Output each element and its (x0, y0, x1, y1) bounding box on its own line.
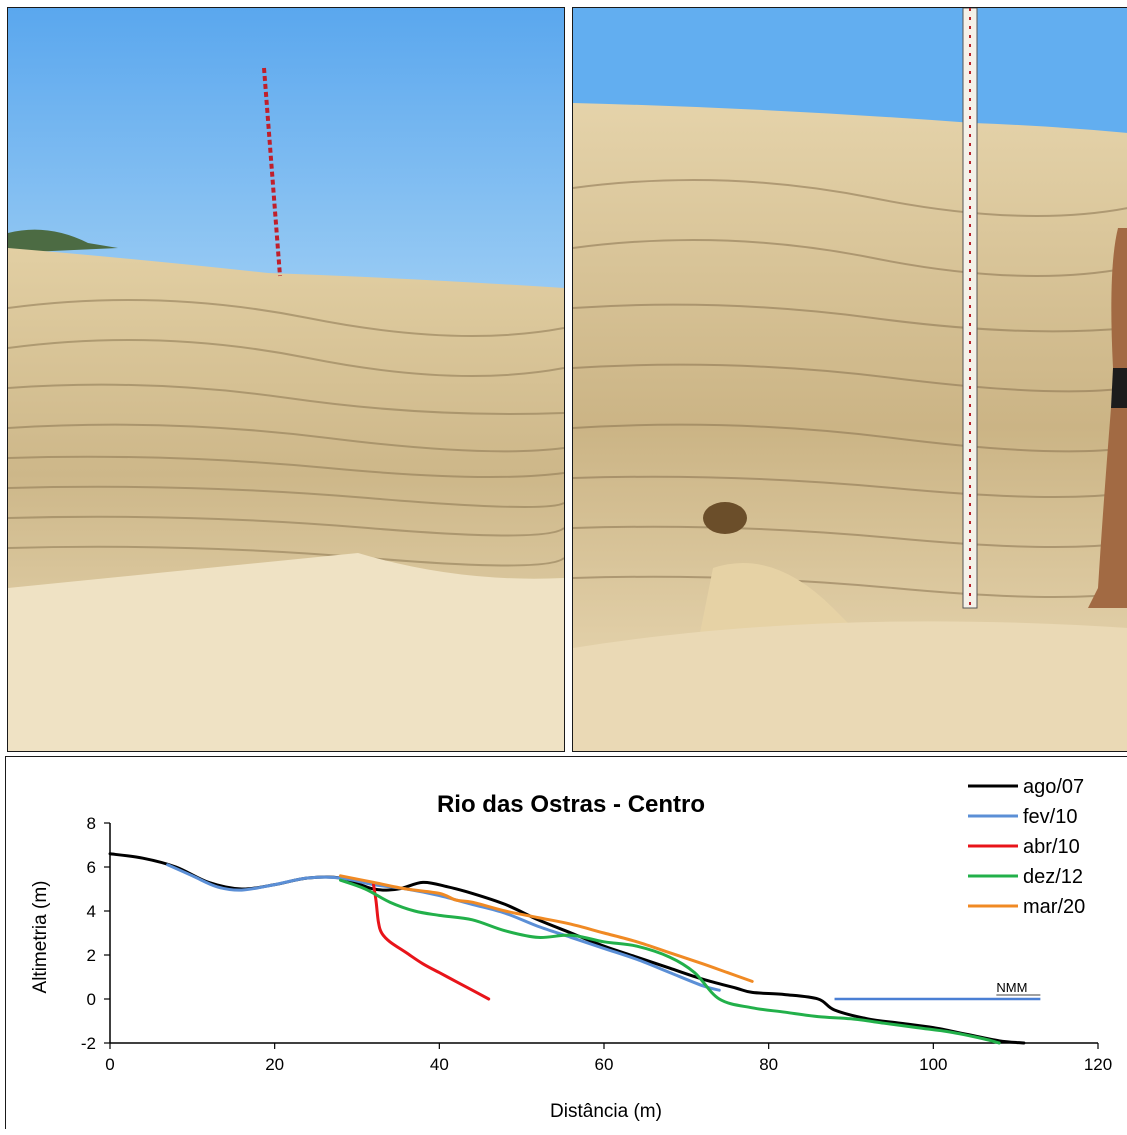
legend-label-fev-10: fev/10 (1023, 806, 1077, 828)
x-tick-label: 60 (595, 1055, 614, 1074)
chart-legend: ago/07 fev/10 abr/10 dez/12 mar/20 (968, 776, 1085, 918)
chart-panel: -2 0 2 4 6 8 0 20 40 60 80 100 120 NMM Rio das Ostra… (5, 756, 1127, 1129)
right-photo-image (573, 8, 1127, 751)
x-tick-label: 20 (265, 1055, 284, 1074)
y-tick-label: 4 (87, 902, 96, 921)
y-tick-label: 6 (87, 858, 96, 877)
left-photo-image (8, 8, 564, 751)
left-photo (7, 7, 565, 752)
x-tick-label: 100 (919, 1055, 947, 1074)
legend-label-dez-12: dez/12 (1023, 866, 1083, 888)
series-line-ago-07 (108, 852, 1026, 1045)
series-line-dez-12 (339, 878, 1001, 1045)
y-tick-label: 8 (87, 814, 96, 833)
series-line-mar-20 (339, 874, 754, 983)
right-photo (572, 7, 1127, 752)
series-line-fev-10 (166, 863, 721, 992)
legend-label-mar-20: mar/20 (1023, 896, 1085, 918)
legend-label-ago-07: ago/07 (1023, 776, 1084, 798)
series-layer: NMM (108, 852, 1041, 1045)
y-tick-label: -2 (81, 1034, 96, 1053)
x-tick-label: 0 (105, 1055, 114, 1074)
y-axis-label: Altimetria (m) (30, 881, 51, 994)
chart-title: Rio das Ostras - Centro (437, 791, 705, 818)
y-tick-label: 2 (87, 946, 96, 965)
x-tick-label: 80 (759, 1055, 778, 1074)
nmm-label: NMM (996, 980, 1027, 995)
x-tick-label: 120 (1084, 1055, 1112, 1074)
x-tick-label: 40 (430, 1055, 449, 1074)
legend-label-abr-10: abr/10 (1023, 836, 1080, 858)
y-tick-label: 0 (87, 990, 96, 1009)
x-axis-label: Distância (m) (550, 1101, 662, 1122)
series-line-abr-10 (372, 883, 491, 1001)
